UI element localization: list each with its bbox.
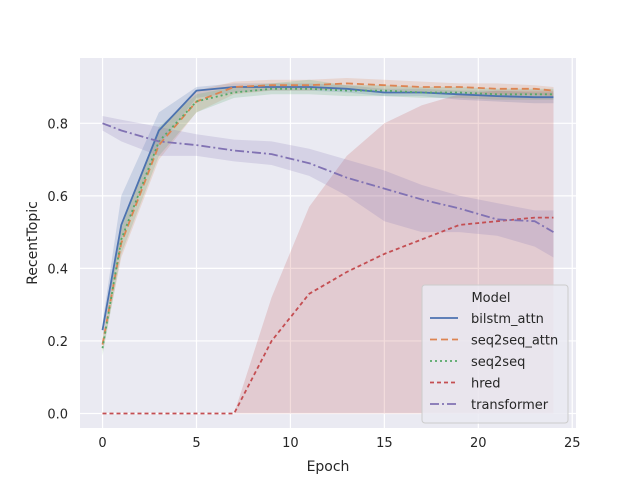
x-tick-label: 25: [564, 436, 581, 451]
band-transformer: [102, 116, 554, 258]
legend-label-hred: hred: [471, 377, 501, 392]
y-axis-label: RecentTopic: [25, 201, 41, 285]
x-tick-label: 15: [376, 436, 393, 451]
legend-label-seq2seq-attn: seq2seq_attn: [471, 334, 558, 349]
y-tick-label: 0.0: [47, 407, 68, 422]
y-tick-labels: 0.0 0.2 0.4 0.6 0.8: [47, 117, 68, 422]
x-tick-labels: 0 5 10 15 20 25: [98, 436, 580, 451]
legend-items: bilstm_attn seq2seq_attn seq2seq hred transf…: [430, 312, 558, 413]
x-tick-label: 20: [470, 436, 487, 451]
y-tick-label: 0.2: [47, 335, 68, 350]
grid: [80, 58, 576, 428]
y-tick-label: 0.4: [47, 262, 68, 277]
legend-box: [421, 284, 569, 424]
legend-label-transformer: transformer: [471, 398, 549, 413]
x-axis-label: Epoch: [307, 459, 350, 475]
line-hred: [102, 216, 554, 415]
line-seq2seq-attn: [101, 82, 554, 345]
legend: Model bilstm_attn seq2seq_attn seq2seq hred…: [421, 284, 569, 424]
legend-label-bilstm-attn: bilstm_attn: [471, 312, 544, 327]
y-tick-label: 0.8: [47, 117, 68, 132]
x-tick-label: 10: [282, 436, 299, 451]
y-tick-label: 0.6: [47, 190, 68, 205]
legend-label-seq2seq: seq2seq: [471, 355, 525, 370]
x-tick-label: 5: [192, 436, 200, 451]
series-lines: [101, 82, 554, 415]
x-tick-label: 0: [98, 436, 106, 451]
line-seq2seq: [101, 87, 554, 349]
line-bilstm-attn: [101, 86, 554, 331]
legend-title: Model: [471, 291, 510, 306]
